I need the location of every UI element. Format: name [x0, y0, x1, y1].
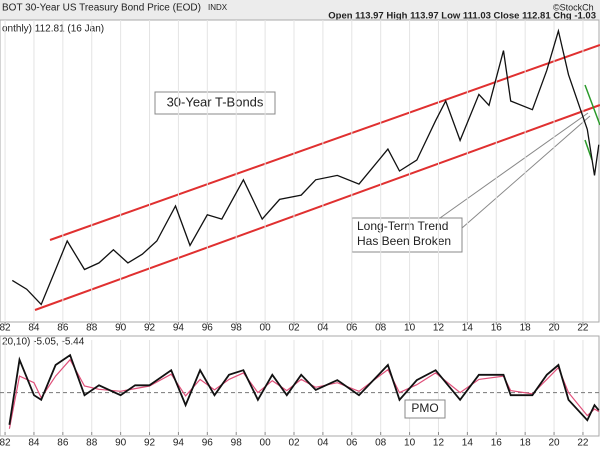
x-tick-label: 02 — [288, 438, 300, 449]
x-tick-label: 18 — [520, 323, 532, 334]
x-tick-label: 00 — [260, 438, 272, 449]
quote: Open 113.97 High 113.97 Low 111.03 Close… — [328, 11, 596, 22]
annotation-box — [154, 91, 276, 115]
x-tick-label: 86 — [57, 323, 69, 334]
green-line — [584, 139, 593, 161]
exchange: INDX — [208, 3, 228, 12]
pmo-panel — [0, 335, 600, 437]
x-tick-label: 18 — [520, 438, 532, 449]
x-tick-label: 16 — [491, 323, 503, 334]
arrow — [461, 115, 591, 229]
x-tick-label: 94 — [173, 323, 185, 334]
x-tick-label: 88 — [86, 438, 98, 449]
x-tick-label: 06 — [346, 323, 358, 334]
x-tick-label: 10 — [404, 323, 416, 334]
line-series — [11, 28, 600, 306]
x-tick-label: 82 — [0, 438, 11, 449]
arrow — [439, 112, 589, 219]
x-tick-label: 92 — [144, 323, 156, 334]
x-tick-label: 14 — [462, 438, 474, 449]
annotation-box — [404, 399, 446, 419]
annotation: PMO — [411, 401, 438, 415]
x-tick-label: 04 — [317, 438, 329, 449]
x-tick-label: 08 — [375, 323, 387, 334]
x-tick-label: 00 — [260, 323, 272, 334]
header-bar — [0, 0, 600, 20]
lower-trend-line — [34, 104, 600, 311]
x-tick-label: 94 — [173, 438, 185, 449]
x-tick-label: 22 — [577, 438, 589, 449]
x-tick-label: 12 — [433, 323, 445, 334]
x-tick-label: 14 — [462, 323, 474, 334]
x-tick-label: 04 — [317, 323, 329, 334]
x-tick-label: 96 — [202, 323, 214, 334]
x-tick-label: 06 — [346, 438, 358, 449]
green-line — [584, 84, 600, 126]
x-tick-label: 20 — [548, 438, 560, 449]
watermark: ©StockCh — [553, 2, 594, 12]
x-tick-label: 84 — [28, 323, 40, 334]
x-tick-label: 96 — [202, 438, 214, 449]
upper-trend-line — [49, 44, 600, 241]
line-series — [8, 358, 600, 429]
x-tick-label: 98 — [231, 323, 243, 334]
annotation: 30-Year T-Bonds — [167, 94, 264, 109]
x-tick-label: 92 — [144, 438, 156, 449]
x-tick-label: 98 — [231, 438, 243, 449]
x-tick-label: 82 — [0, 323, 11, 334]
x-tick-label: 90 — [115, 323, 127, 334]
price-panel — [0, 19, 600, 323]
x-tick-label: 10 — [404, 438, 416, 449]
x-tick-label: 86 — [57, 438, 69, 449]
x-tick-label: 16 — [491, 438, 503, 449]
annotation-box — [351, 217, 463, 253]
x-tick-label: 88 — [86, 323, 98, 334]
chart-title: BOT 30-Year US Treasury Bond Price (EOD) — [2, 3, 201, 14]
pmo-legend: 20,10) -5.05, -5.44 — [2, 337, 85, 348]
line-series — [8, 353, 600, 425]
x-tick-label: 20 — [548, 323, 560, 334]
x-tick-label: 84 — [28, 438, 40, 449]
annotation: Has Been Broken — [357, 234, 451, 248]
price-legend: onthly) 112.81 (16 Jan) — [2, 24, 104, 35]
x-tick-label: 12 — [433, 438, 445, 449]
annotation: Long-Term Trend — [357, 219, 448, 233]
x-tick-label: 08 — [375, 438, 387, 449]
x-tick-label: 02 — [288, 323, 300, 334]
x-tick-label: 22 — [577, 323, 589, 334]
x-tick-label: 90 — [115, 438, 127, 449]
